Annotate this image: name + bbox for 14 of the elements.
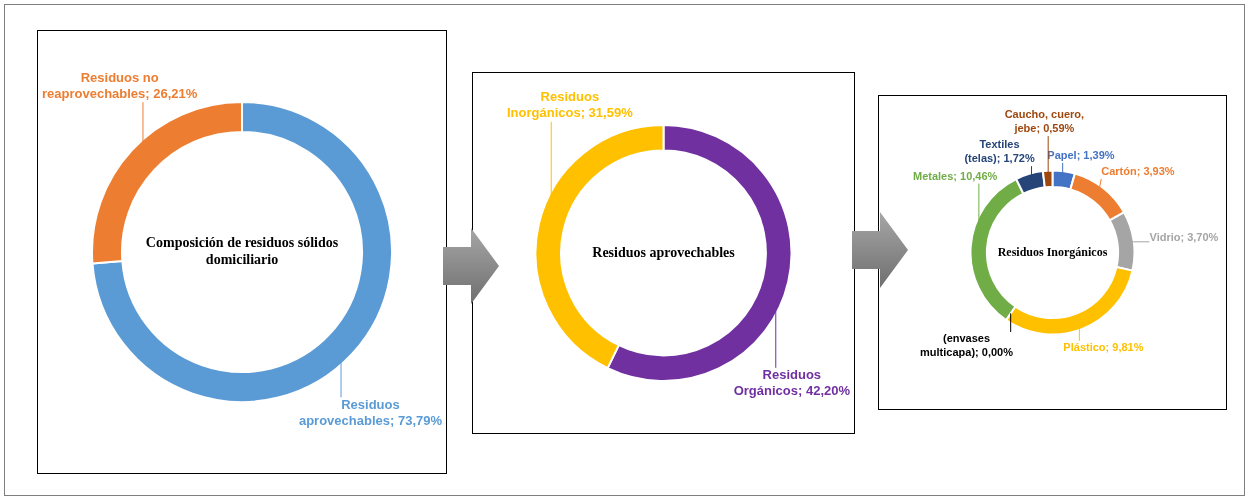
slice-label: Metales; 10,46% [912,169,998,182]
text: Residuos Inorgánicos [997,244,1108,259]
slice-label: Residuos Orgánicos; 42,20% [733,367,851,399]
slice-label: Caucho, cuero, jebe; 0,59% [1004,108,1085,135]
slice-label: Vidrio; 3,70% [1149,230,1219,243]
slice-label: Residuos no reaprovechables; 26,21% [42,69,198,101]
text: Composición de residuos sólidos domiciliario [145,235,339,268]
slice-label: Cartón; 3,93% [1101,164,1175,177]
slice-label: Residuos aprovechables; 73,79% [298,396,443,428]
text: Residuos aprovechables [592,244,736,260]
slice-label: Plástico; 9,81% [1063,340,1144,353]
slice-label: Textiles (telas); 1,72% [964,138,1035,165]
legend-label: (envases multicapa); 0,00% [920,332,1014,358]
slice-label: Residuos Inorgánicos; 31,59% [507,89,634,121]
